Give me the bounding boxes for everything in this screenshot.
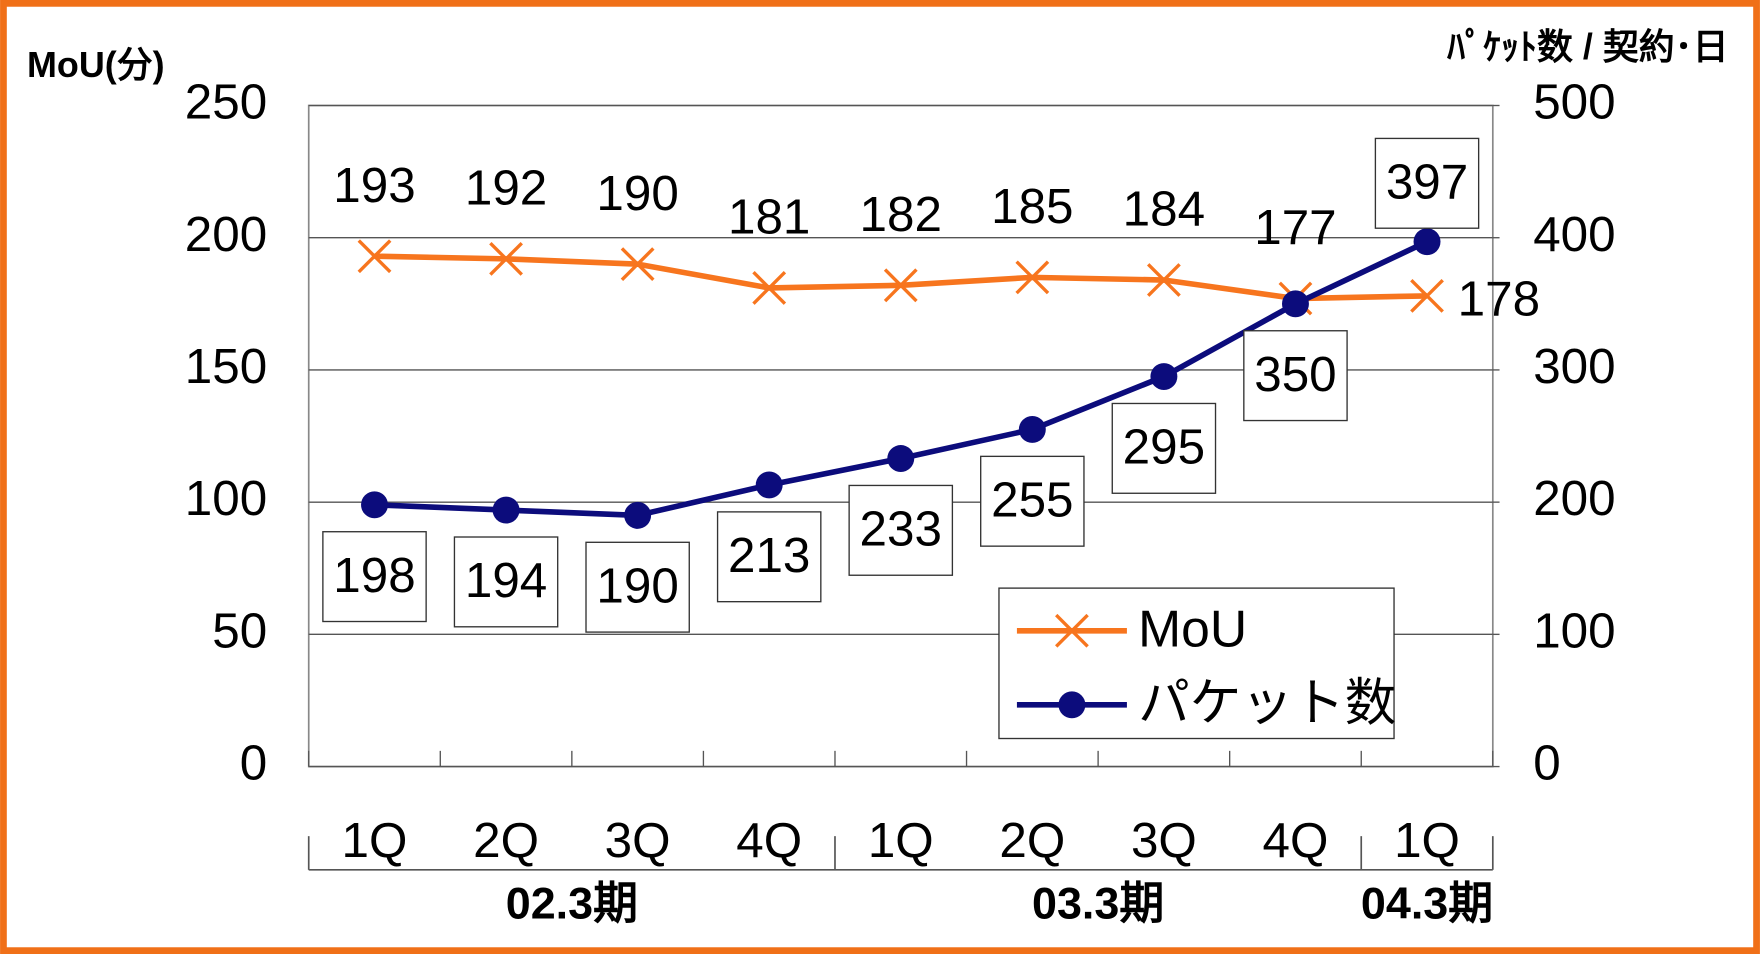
x-tick-label: 3Q <box>605 813 671 868</box>
marker-x <box>489 241 523 276</box>
data-label-box <box>1243 330 1348 422</box>
data-label-box <box>1374 137 1480 229</box>
data-label: 192 <box>465 161 547 216</box>
data-label-box <box>585 541 690 633</box>
x-tick-label: 4Q <box>736 813 802 868</box>
marker-dot <box>755 471 783 499</box>
y-tick-label: 150 <box>185 339 267 394</box>
legend-marker <box>1058 691 1086 719</box>
data-label: 350 <box>1254 347 1336 402</box>
y2-tick-label: 0 <box>1533 736 1560 791</box>
data-label-box <box>453 536 559 628</box>
data-label: 233 <box>860 502 942 557</box>
y2-tick-label: 300 <box>1533 339 1615 394</box>
x-tick-label: 2Q <box>473 813 539 868</box>
marker-dot <box>492 496 520 524</box>
data-label: 185 <box>991 179 1073 234</box>
y-tick-label: 250 <box>185 75 267 130</box>
marker-x <box>620 247 655 282</box>
legend-marker <box>1055 613 1089 648</box>
marker-x <box>883 268 918 303</box>
group-label: 03.3期 <box>1032 878 1164 929</box>
x-tick-label: 1Q <box>1394 813 1460 868</box>
data-label-box <box>1111 402 1217 494</box>
x-tick-label: 2Q <box>999 813 1065 868</box>
data-label: 193 <box>333 158 415 213</box>
y-tick-label: 100 <box>185 471 267 526</box>
marker-stroke <box>489 241 523 276</box>
legend-label: MoU <box>1138 600 1247 658</box>
data-label: 397 <box>1386 155 1468 210</box>
y-axis-title: MoU(分) <box>27 44 165 85</box>
data-label: 194 <box>465 553 547 608</box>
x-tick-label: 1Q <box>868 813 934 868</box>
y2-axis-title: ﾊﾟｹｯﾄ数 / 契約･日 <box>1446 26 1728 67</box>
legend-label: パケット数 <box>1138 674 1396 732</box>
y2-tick-label: 100 <box>1533 603 1615 658</box>
marker-stroke <box>357 239 392 274</box>
data-label: 295 <box>1123 420 1205 475</box>
data-label: 213 <box>728 528 810 583</box>
data-label: 178 <box>1458 272 1540 327</box>
y2-tick-label: 200 <box>1533 471 1615 526</box>
marker-dot <box>887 445 915 472</box>
data-label-box <box>848 484 954 576</box>
group-label: 04.3期 <box>1361 878 1493 929</box>
marker-dot <box>1281 290 1309 318</box>
x-tick-label: 4Q <box>1263 813 1329 868</box>
y2-tick-label: 500 <box>1533 75 1615 130</box>
data-label: 198 <box>333 548 415 603</box>
data-label: 184 <box>1123 182 1205 237</box>
marker-x <box>357 239 392 274</box>
y2-tick-label: 400 <box>1533 207 1615 262</box>
marker-stroke <box>752 271 787 305</box>
marker-dot <box>1150 363 1178 391</box>
data-label-box <box>716 511 822 603</box>
data-label: 190 <box>596 166 678 221</box>
group-label: 02.3期 <box>506 878 638 929</box>
marker-stroke <box>1146 263 1181 297</box>
marker-dot <box>1018 415 1046 443</box>
data-label: 255 <box>991 473 1073 528</box>
marker-dot <box>1413 228 1441 256</box>
y-tick-label: 50 <box>212 603 267 658</box>
y-tick-label: 0 <box>240 736 267 791</box>
x-tick-label: 3Q <box>1131 813 1197 868</box>
marker-x <box>752 271 787 305</box>
data-label: 182 <box>860 187 942 242</box>
data-label: 181 <box>728 190 810 245</box>
data-label-box <box>980 455 1085 547</box>
data-label-box <box>322 531 427 623</box>
legend-box <box>998 587 1395 740</box>
data-label: 190 <box>596 558 678 613</box>
marker-stroke <box>1410 278 1444 313</box>
data-label: 177 <box>1254 200 1336 255</box>
marker-stroke <box>620 247 655 282</box>
marker-x <box>1410 278 1444 313</box>
y-tick-label: 200 <box>185 207 267 262</box>
x-tick-label: 1Q <box>342 813 408 868</box>
marker-dot <box>361 491 388 519</box>
marker-dot <box>624 501 652 529</box>
marker-x <box>1015 260 1050 295</box>
marker-stroke <box>883 268 918 303</box>
marker-x <box>1146 263 1181 297</box>
marker-stroke <box>1015 260 1050 295</box>
